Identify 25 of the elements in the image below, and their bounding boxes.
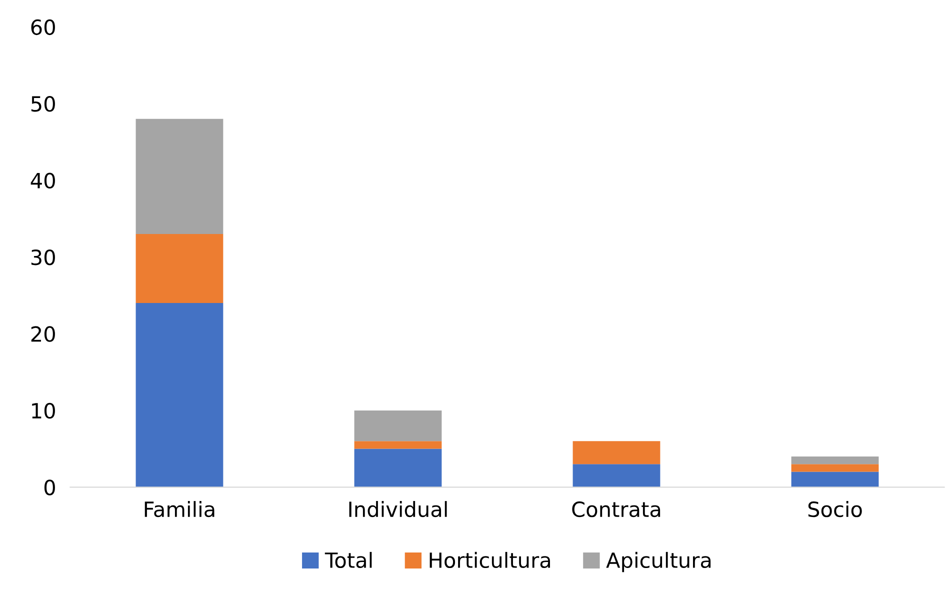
bar [791, 464, 879, 472]
y-tick-label: 10 [32, 402, 55, 419]
y-tick-label: 50 [31, 96, 55, 112]
bar [572, 464, 660, 488]
x-tick-label: Individual [349, 501, 447, 518]
bar [354, 441, 442, 449]
legend-label: Apicultura [606, 552, 711, 572]
y-tick-label: 0 [44, 480, 55, 496]
x-tick-label: Familia [144, 501, 214, 518]
bar [354, 448, 442, 488]
bar [354, 410, 442, 442]
bar [136, 234, 224, 304]
y-tick-label: 20 [31, 326, 55, 342]
y-tick-label: 30 [31, 249, 55, 266]
bar [791, 472, 879, 488]
bar [136, 118, 224, 234]
legend-label: Horticultura [430, 552, 550, 568]
legend-label: Total [324, 552, 372, 568]
bar [136, 303, 224, 488]
x-tick-label: Contrata [572, 501, 660, 518]
y-tick-label: 60 [31, 19, 55, 36]
y-tick-label: 40 [30, 172, 55, 189]
bar [791, 456, 879, 464]
x-tick-label: Socio [808, 501, 862, 518]
bar [572, 441, 660, 464]
